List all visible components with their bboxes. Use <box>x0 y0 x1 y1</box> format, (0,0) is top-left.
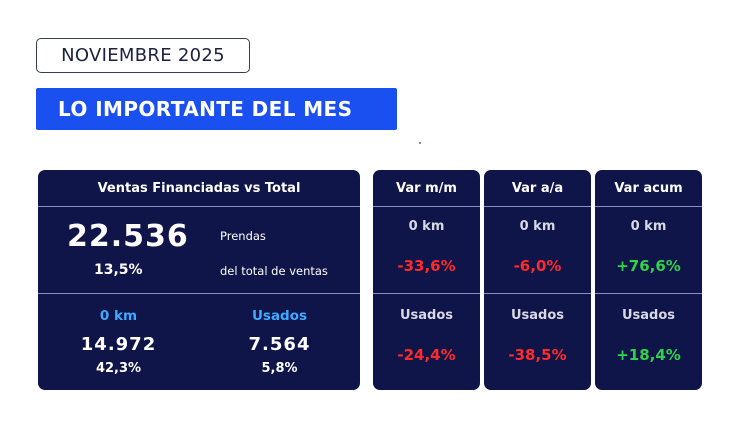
var-mm-usados: Usados -24,4% <box>373 294 480 380</box>
var-acum-zero-km-label: 0 km <box>630 219 667 234</box>
var-aa-zero-km: 0 km -6,0% <box>484 207 591 294</box>
usados-pct: 5,8% <box>261 361 298 376</box>
var-mm-usados-value: -24,4% <box>397 346 456 364</box>
var-mm-zero-km-value: -33,6% <box>397 257 456 275</box>
var-aa-usados-label: Usados <box>510 308 565 323</box>
var-acum-zero-km: 0 km +76,6% <box>595 207 702 294</box>
page-title: LO IMPORTANTE DEL MES <box>36 88 397 130</box>
var-mm-panel: Var m/m 0 km -33,6% Usados -24,4% <box>373 170 480 390</box>
var-aa-panel: Var a/a 0 km -6,0% Usados -38,5% <box>484 170 591 390</box>
var-mm-zero-km: 0 km -33,6% <box>373 207 480 294</box>
usados-block: Usados 7.564 5,8% <box>199 294 360 390</box>
var-aa-usados-value: -38,5% <box>508 346 567 364</box>
var-mm-title: Var m/m <box>373 170 480 207</box>
var-acum-usados-value: +18,4% <box>616 346 681 364</box>
var-aa-zero-km-label: 0 km <box>519 219 556 234</box>
total-share-pct: 13,5% <box>94 262 143 278</box>
var-acum-usados-label: Usados <box>621 308 676 323</box>
zero-km-pct: 42,3% <box>95 361 142 376</box>
var-mm-usados-label: Usados <box>399 308 454 323</box>
zero-km-label: 0 km <box>99 308 138 324</box>
financed-sales-breakdown: 0 km 14.972 42,3% Usados 7.564 5,8% <box>38 294 360 390</box>
financed-sales-total-section: 22.536 Prendas 13,5% del total de ventas <box>38 207 360 294</box>
var-acum-title: Var acum <box>595 170 702 207</box>
zero-km-block: 0 km 14.972 42,3% <box>38 294 199 390</box>
zero-km-value: 14.972 <box>80 334 157 355</box>
var-acum-panel: Var acum 0 km +76,6% Usados +18,4% <box>595 170 702 390</box>
total-share-label: del total de ventas <box>220 264 328 278</box>
financed-sales-panel: Ventas Financiadas vs Total 22.536 Prend… <box>38 170 360 390</box>
var-mm-zero-km-label: 0 km <box>408 219 445 234</box>
decorative-dot <box>419 142 421 144</box>
var-aa-title: Var a/a <box>484 170 591 207</box>
financed-sales-title: Ventas Financiadas vs Total <box>38 170 360 207</box>
var-aa-usados: Usados -38,5% <box>484 294 591 380</box>
var-acum-usados: Usados +18,4% <box>595 294 702 380</box>
var-aa-zero-km-value: -6,0% <box>513 257 562 275</box>
date-label: NOVIEMBRE 2025 <box>36 38 250 73</box>
total-units-value: 22.536 <box>67 219 189 254</box>
total-units-label: Prendas <box>220 229 266 243</box>
usados-label: Usados <box>251 308 308 324</box>
usados-value: 7.564 <box>248 334 311 355</box>
var-acum-zero-km-value: +76,6% <box>616 257 681 275</box>
